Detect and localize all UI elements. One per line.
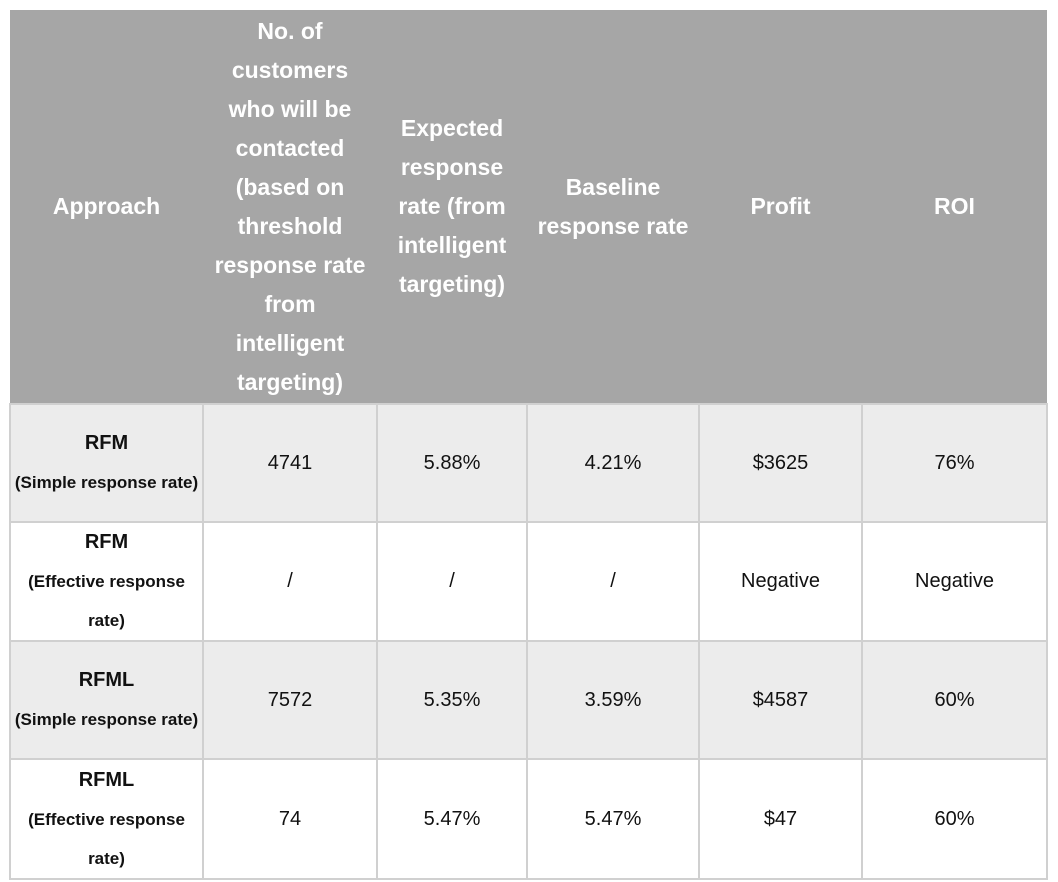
profit-cell: $3625 <box>698 403 863 523</box>
header-customers-contacted: No. of customers who will be contacted (… <box>203 10 377 404</box>
approach-variant: (Effective response rate) <box>28 572 185 630</box>
header-expected-response-rate: Expected response rate (from intelligent… <box>377 10 527 404</box>
baseline-rate-cell: 4.21% <box>526 403 700 523</box>
table-header: Approach No. of customers who will be co… <box>10 10 1047 404</box>
header-baseline-response-rate: Baseline response rate <box>527 10 699 404</box>
header-roi: ROI <box>862 10 1047 404</box>
approach-variant: (Simple response rate) <box>14 473 199 492</box>
table-row: RFML (Effective response rate) 74 5.47% … <box>9 758 1048 880</box>
profit-cell: $47 <box>698 758 863 880</box>
baseline-rate-cell: 5.47% <box>526 758 700 880</box>
header-approach: Approach <box>10 10 203 404</box>
roi-cell: 76% <box>861 403 1048 523</box>
expected-rate-cell: 5.47% <box>376 758 528 880</box>
approach-name: RFM <box>84 531 129 553</box>
table-body: RFM (Simple response rate) 4741 5.88% 4.… <box>9 403 1048 880</box>
customers-cell: 4741 <box>202 403 378 523</box>
customers-cell: 7572 <box>202 640 378 760</box>
customers-cell: 74 <box>202 758 378 880</box>
approach-name: RFM <box>84 432 129 454</box>
approach-cell: RFML (Simple response rate) <box>9 640 204 760</box>
header-profit: Profit <box>699 10 862 404</box>
table-row: RFM (Simple response rate) 4741 5.88% 4.… <box>9 403 1048 523</box>
approach-name: RFML <box>78 768 135 791</box>
baseline-rate-cell: / <box>526 521 700 642</box>
approach-name: RFML <box>78 669 135 691</box>
approach-variant: (Simple response rate) <box>14 710 199 729</box>
results-table: Approach No. of customers who will be co… <box>9 10 1048 880</box>
table-row: RFM (Effective response rate) / / / Nega… <box>9 521 1048 642</box>
approach-cell: RFML (Effective response rate) <box>9 758 204 880</box>
profit-cell: $4587 <box>698 640 863 760</box>
profit-cell: Negative <box>698 521 863 642</box>
header-row: Approach No. of customers who will be co… <box>10 10 1047 404</box>
expected-rate-cell: 5.88% <box>376 403 528 523</box>
customers-cell: / <box>202 521 378 642</box>
approach-cell: RFM (Effective response rate) <box>9 521 204 642</box>
table-row: RFML (Simple response rate) 7572 5.35% 3… <box>9 640 1048 760</box>
approach-variant: (Effective response rate) <box>28 809 185 868</box>
roi-cell: 60% <box>861 640 1048 760</box>
roi-cell: 60% <box>861 758 1048 880</box>
roi-cell: Negative <box>861 521 1048 642</box>
approach-cell: RFM (Simple response rate) <box>9 403 204 523</box>
expected-rate-cell: / <box>376 521 528 642</box>
baseline-rate-cell: 3.59% <box>526 640 700 760</box>
expected-rate-cell: 5.35% <box>376 640 528 760</box>
